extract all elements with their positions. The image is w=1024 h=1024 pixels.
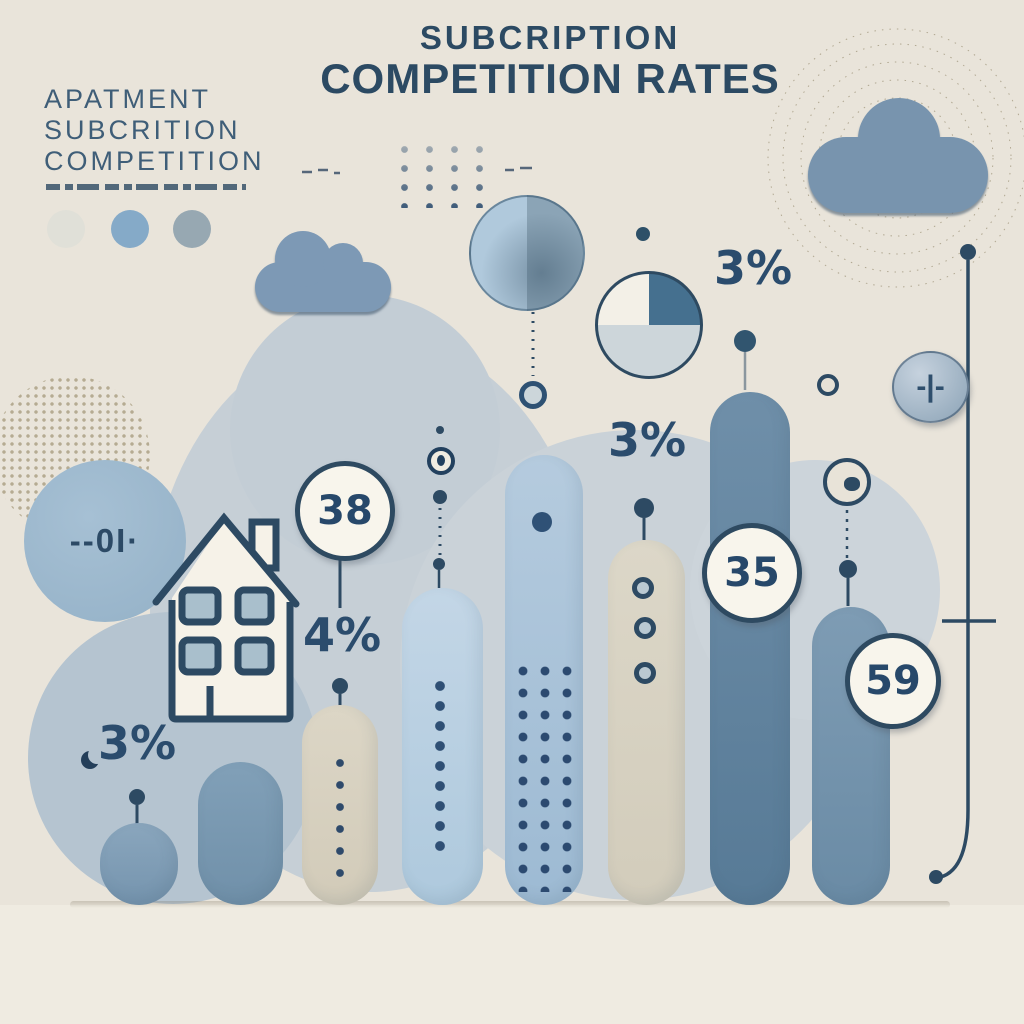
bar-7 [710, 392, 790, 905]
floor-strip [0, 905, 1024, 1024]
page-title: SUBCRIPTION COMPETITION RATES [300, 20, 800, 102]
dial-icon: -|- [892, 351, 969, 423]
cloud-icon [255, 231, 391, 312]
baseline-shadow [70, 901, 950, 908]
bar-4-dot-column [432, 676, 448, 858]
bar-1 [100, 823, 178, 905]
title-line2: COMPETITION RATES [320, 55, 780, 102]
dot-marker-gray [173, 210, 211, 248]
bar-3-dot-column [333, 752, 347, 880]
corner-heading: APATMENT SUBCRITION COMPETITION [44, 84, 265, 177]
house-icon [152, 512, 300, 723]
ring-dot-icon [634, 617, 656, 639]
ring-dot-icon [634, 662, 656, 684]
badge-38: 38 [295, 461, 395, 561]
eye-target-icon [427, 447, 455, 475]
percent-label-bar3: 4% [302, 608, 382, 662]
corner-heading-line2: SUBCRITION [44, 115, 241, 145]
percent-label-bar1: 3% [97, 716, 177, 770]
bar-2 [198, 762, 283, 905]
corner-heading-line3: COMPETITION [44, 146, 265, 176]
ring-dot-icon [632, 577, 654, 599]
quarter-pie-icon [595, 271, 703, 379]
half-pie-icon [469, 195, 585, 311]
badge-59: 59 [845, 633, 941, 729]
cloud-icon-large [808, 98, 988, 213]
pin-dot [734, 330, 756, 352]
title-line1: SUBCRIPTION [419, 19, 681, 56]
dot-marker-light [47, 210, 85, 248]
dot-marker-blue [111, 210, 149, 248]
ring-marker-icon [519, 381, 547, 409]
bar-6 [608, 540, 685, 905]
bar-5-dot-grid [512, 660, 576, 892]
tiny-dot [636, 227, 650, 241]
percent-label-bar7: 3% [713, 241, 793, 295]
decorative-dot-grid [388, 138, 484, 208]
measure-line [929, 244, 996, 884]
small-ring-icon [817, 374, 839, 396]
percent-label-bar6: 3% [607, 413, 687, 467]
dial-glyph: -|- [916, 370, 945, 403]
ring-blob-icon [823, 458, 871, 506]
badge-35: 35 [702, 523, 802, 623]
left-circle-glyph: --0I· [69, 522, 141, 559]
corner-heading-line1: APATMENT [44, 84, 212, 114]
bar-5-top-dot [532, 512, 552, 532]
